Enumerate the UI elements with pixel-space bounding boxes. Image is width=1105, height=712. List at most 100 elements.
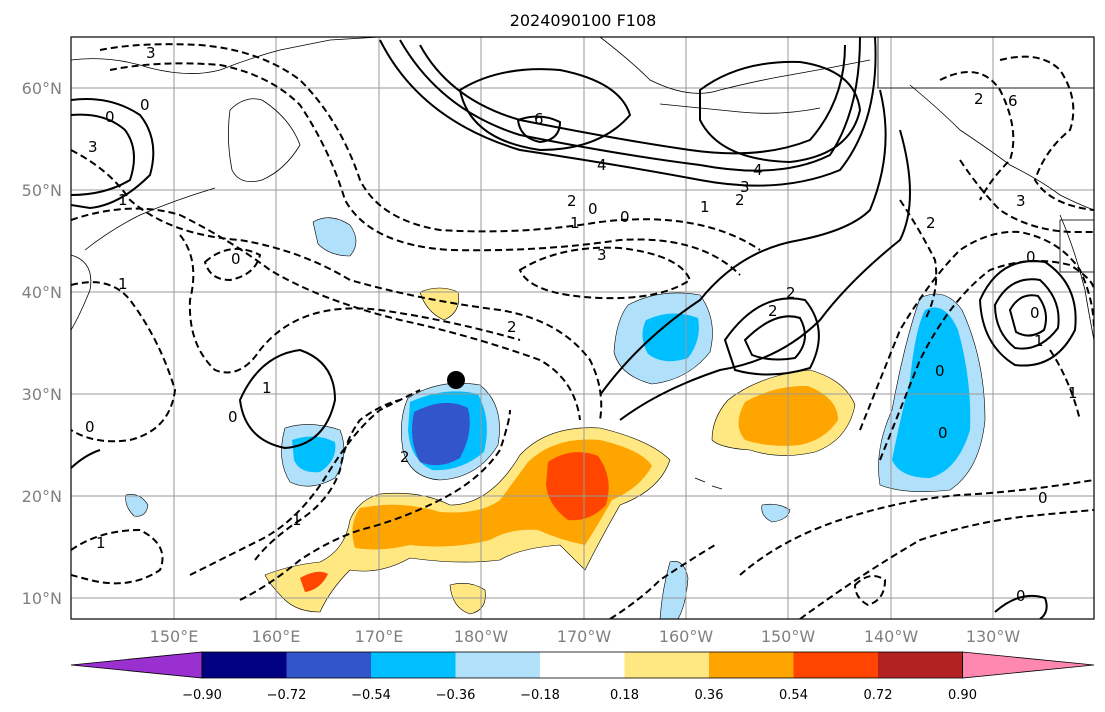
contour-label: 3: [597, 246, 607, 264]
contour-label: 0: [140, 96, 150, 114]
coastline-panhandle: [909, 84, 1094, 211]
lon-label: 160°E: [252, 627, 301, 646]
shade-yellow-small-south: [449, 583, 486, 615]
contour-label: 2: [768, 302, 778, 320]
lon-label: 150°W: [761, 627, 816, 646]
contour-label: 6: [534, 110, 544, 128]
contour-label: 0: [105, 108, 115, 126]
contour-label: 1: [292, 511, 302, 529]
colorbar-segment: [202, 652, 287, 678]
contour-solid-north-2: [399, 37, 861, 172]
colorbar-tick-label: −0.90: [182, 688, 222, 703]
colorbar-tick-label: −0.18: [520, 688, 560, 703]
colorbar: −0.90 −0.72 −0.54 −0.36 −0.18 0.18 0.36 …: [70, 651, 1095, 703]
lon-label: 150°E: [150, 627, 199, 646]
contours-dashed: [71, 43, 1094, 619]
contour-label: 3: [88, 138, 98, 156]
contour-dashed-23: [899, 199, 938, 321]
contour-label: 3: [1016, 192, 1026, 210]
contour-dashed-19: [1049, 349, 1081, 421]
contour-label: 2: [786, 284, 796, 302]
contour-label: 0: [935, 362, 945, 380]
coastline-na-west: [1059, 214, 1094, 341]
contour-dashed-3: [71, 149, 603, 421]
contour-label: 4: [753, 161, 763, 179]
contour-label: 6: [1008, 92, 1018, 110]
lat-label: 60°N: [22, 79, 62, 98]
colorbar-tick-label: −0.72: [267, 688, 307, 703]
contour-label: 1: [700, 198, 710, 216]
colorbar-frame: [201, 651, 963, 679]
contour-solid-ring-east-a: [978, 260, 1077, 367]
lon-label: 170°W: [557, 627, 612, 646]
coastlines: [71, 37, 1094, 490]
colorbar-tick-label: 0.18: [610, 688, 639, 703]
location-marker: [447, 371, 465, 389]
contour-solid-ring-east-b: [993, 278, 1060, 350]
contour-label: 2: [926, 214, 936, 232]
gridlines: [71, 37, 1094, 619]
colorbar-extend-right: [962, 651, 1095, 679]
coastline-japan: [71, 254, 92, 331]
shade-red-small: [300, 571, 328, 592]
contour-label: 1: [96, 534, 106, 552]
contour-label: 3: [146, 44, 156, 62]
lat-label: 20°N: [22, 487, 62, 506]
contour-label: 2: [974, 90, 984, 108]
map-inset-box: [877, 37, 1094, 89]
contour-dashed-16: [853, 575, 887, 607]
contour-solid-se: [994, 594, 1048, 619]
lat-label: 50°N: [22, 181, 62, 200]
map-frame: [70, 36, 1095, 620]
contour-labels: 3 0 0 3 1 6 6 4 4 3 2 2 1 0 0 1 3 0 1 3: [85, 44, 1078, 605]
contour-label: 0: [1026, 248, 1036, 266]
contour-dashed-1: [99, 43, 761, 251]
shade-blue-east: [892, 307, 971, 478]
lon-label: 180°W: [454, 627, 509, 646]
latitude-labels: 10°N 20°N 30°N 40°N 50°N 60°N: [22, 79, 62, 608]
colorbar-extend-left: [70, 651, 203, 679]
contour-dashed-7: [518, 246, 692, 300]
shade-yellow-small-north: [419, 287, 459, 321]
coastline-alaska: [599, 37, 871, 94]
contour-label: 2: [567, 192, 577, 210]
lat-label: 10°N: [22, 589, 62, 608]
shade-cyan-smallnorth: [312, 217, 357, 257]
contour-label: 2: [735, 191, 745, 209]
colorbar-segment: [455, 652, 540, 678]
contour-solid-east-6: [699, 60, 862, 164]
contour-dashed-4: [71, 207, 581, 421]
colorbar-segment: [540, 652, 625, 678]
contour-dashed-6: [203, 247, 262, 282]
colorbar-segment: [624, 652, 709, 678]
contour-solid-mid-a: [599, 89, 887, 396]
contour-dashed-12: [71, 528, 164, 585]
coastline-kamchatka: [228, 98, 301, 183]
colorbar-tick-label: 0.90: [948, 688, 977, 703]
contour-dashed-13: [609, 544, 716, 619]
contour-solid-north-3: [419, 44, 846, 155]
shade-blue-west: [292, 436, 336, 473]
contour-dashed-11: [254, 399, 401, 561]
contour-label: 0: [85, 418, 95, 436]
contour-dashed-8: [71, 281, 177, 443]
contour-label: 4: [597, 156, 607, 174]
shade-darkblue-center: [412, 402, 470, 466]
map-panel: 3 0 0 3 1 6 6 4 4 3 2 2 1 0 0 1 3 0 1 3: [70, 36, 1095, 620]
colorbar-segment: [878, 652, 963, 678]
colorbar-tick-label: −0.36: [436, 688, 476, 703]
contour-dashed-10: [239, 409, 511, 601]
contour-label: 0: [588, 200, 598, 218]
lat-label: 40°N: [22, 283, 62, 302]
contour-label: 0: [231, 250, 241, 268]
contour-dashed-2: [109, 62, 741, 276]
colorbar-segment: [793, 652, 878, 678]
colorbar-segment: [709, 652, 794, 678]
contour-dashed-20: [939, 71, 1015, 201]
contour-solid-nw-b: [71, 113, 135, 196]
contour-label: 2: [507, 318, 517, 336]
shade-blue-mid: [642, 313, 699, 362]
colorbar-tick-label: 0.54: [779, 688, 808, 703]
coastline-kuril: [84, 187, 216, 251]
contour-solid-center-6b: [516, 115, 562, 144]
